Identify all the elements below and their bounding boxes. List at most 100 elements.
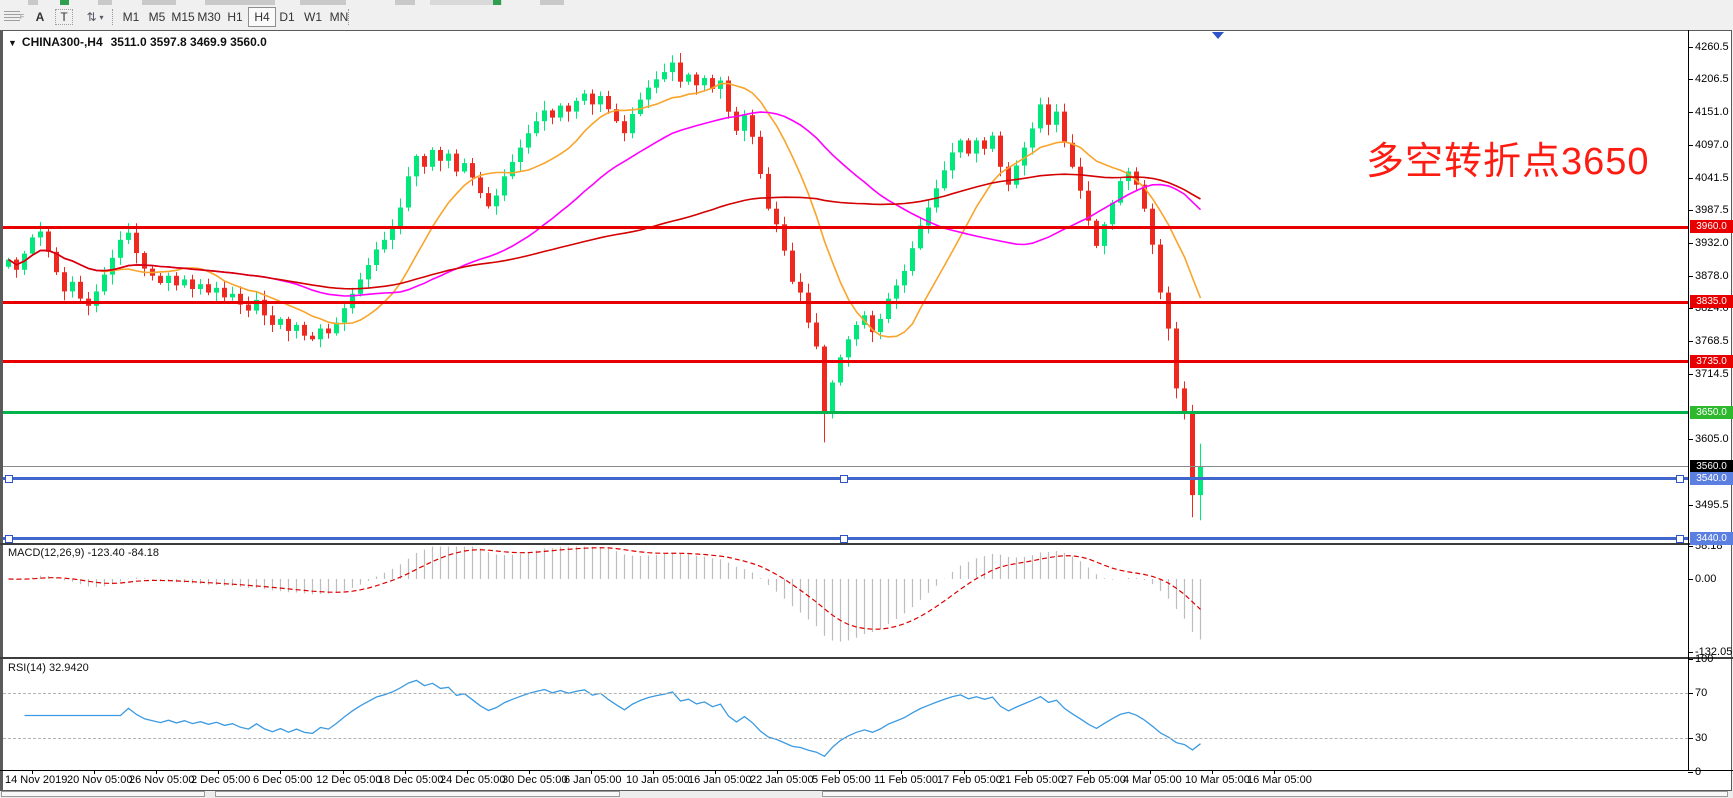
period-button-w1[interactable]: W1 [304,10,322,24]
period-button-h1[interactable]: H1 [227,10,243,24]
price-badge-3440.0: 3440.0 [1690,532,1733,545]
horizontal-level-3560.0[interactable] [3,466,1688,467]
time-tick [653,771,654,774]
price-tick-label: 4041.5 [1695,172,1729,184]
time-label: 16 Jan 05:00 [688,774,752,786]
rsi-level-line-30 [3,738,1688,739]
time-label: 22 Jan 05:00 [750,774,814,786]
price-tick-dash [1688,341,1693,342]
level-handle[interactable] [1676,475,1684,483]
rsi-tick-label: 70 [1695,687,1708,699]
time-label: 27 Feb 05:00 [1061,774,1126,786]
price-badge-3735.0: 3735.0 [1690,355,1733,368]
rsi-tick-dash [1688,772,1693,773]
price-axis-line [1688,30,1689,771]
price-tick-dash [1688,243,1693,244]
horizontal-level-3960.0[interactable] [3,226,1688,229]
time-label: 12 Dec 05:00 [316,774,382,786]
time-label: 5 Feb 05:00 [812,774,871,786]
level-handle[interactable] [5,475,13,483]
price-tick-label: 3932.0 [1695,237,1729,249]
bottom-tab-fragment[interactable] [822,791,1728,797]
price-tick-dash [1688,112,1693,113]
arrows-button[interactable]: ⇅ ▾ [80,7,110,27]
time-tick [964,771,965,774]
time-label: 30 Dec 05:00 [502,774,568,786]
time-label: 14 Nov 2019 [5,774,68,786]
time-label: 10 Mar 05:00 [1185,774,1250,786]
period-button-h4[interactable]: H4 [248,7,276,27]
period-button-m5[interactable]: M5 [148,10,166,24]
period-button-d1[interactable]: D1 [279,10,295,24]
price-tick-label: 3768.5 [1695,335,1729,347]
price-tick-label: 4097.0 [1695,139,1729,151]
price-badge-3540.0: 3540.0 [1690,472,1733,485]
period-button-m15[interactable]: M15 [171,10,195,24]
grip-f-label: F [19,13,25,21]
horizontal-level-3735.0[interactable] [3,360,1688,363]
price-tick-dash [1688,276,1693,277]
grip-icon[interactable]: F [3,7,25,27]
text-label-button[interactable]: A [35,10,45,24]
rsi-tick-label: 100 [1695,653,1714,665]
annotation-text: 多空转折点3650 [1366,141,1650,183]
macd-label: MACD(12,26,9) -123.40 -84.18 [8,547,160,559]
time-label: 18 Dec 05:00 [378,774,444,786]
level-handle[interactable] [840,535,848,543]
horizontal-level-3650.0[interactable] [3,411,1688,414]
price-tick-dash [1688,308,1693,309]
macd-tick-dash [1688,546,1693,547]
rsi-tick-dash [1688,659,1693,660]
toolbar-fragment [98,0,112,5]
rsi-tick-label: 0 [1695,766,1702,778]
time-label: 16 Mar 05:00 [1247,774,1312,786]
chart-ohlc-values: 3511.0 3597.8 3469.9 3560.0 [110,35,267,49]
time-tick [715,771,716,774]
grip-dots-icon [3,11,20,23]
bottom-tab-fragment[interactable] [1,791,205,797]
time-tick [280,771,281,774]
time-tick [591,771,592,774]
time-tick [529,771,530,774]
period-button-m1[interactable]: M1 [122,10,140,24]
level-handle[interactable] [1676,535,1684,543]
price-badge-3835.0: 3835.0 [1690,295,1733,308]
time-label: 26 Nov 05:00 [129,774,195,786]
time-label: 20 Nov 05:00 [67,774,133,786]
macd-panel-divider[interactable] [0,543,1733,545]
toolbar-fragment [430,0,502,5]
price-tick-dash [1688,145,1693,146]
period-button-m30[interactable]: M30 [197,10,221,24]
top-toolbar-sliver [0,0,1733,6]
time-tick [405,771,406,774]
level-handle[interactable] [5,535,13,543]
price-tick-label: 3714.5 [1695,368,1729,380]
time-tick [839,771,840,774]
price-tick-label: 4206.5 [1695,73,1729,85]
toolbar-fragment [540,0,564,5]
period-button-mn[interactable]: MN [329,10,349,24]
time-tick [218,771,219,774]
text-box-button[interactable]: T [54,7,74,27]
time-tick [777,771,778,774]
time-label: 10 Jan 05:00 [626,774,690,786]
toolbar-separator [112,9,114,25]
time-label: 17 Feb 05:00 [937,774,1002,786]
price-tick-dash [1688,210,1693,211]
rsi-panel-divider[interactable] [0,657,1733,659]
bottom-tabbar-sliver [0,791,1733,798]
chart-symbol: CHINA300-,H4 [21,35,103,49]
price-tick-label: 3878.0 [1695,270,1729,282]
time-tick [1088,771,1089,774]
time-tick [1150,771,1151,774]
chart-title-caret-icon[interactable]: ▼ [8,38,17,48]
text-box-glyph: T [55,9,73,25]
time-tick [1026,771,1027,774]
time-tick [156,771,157,774]
bottom-tab-fragment[interactable] [215,791,620,797]
chart-shift-marker-icon[interactable] [1212,32,1224,39]
price-badge-3560.0: 3560.0 [1690,460,1733,473]
horizontal-level-3835.0[interactable] [3,301,1688,304]
level-handle[interactable] [840,475,848,483]
rsi-tick-dash [1688,693,1693,694]
